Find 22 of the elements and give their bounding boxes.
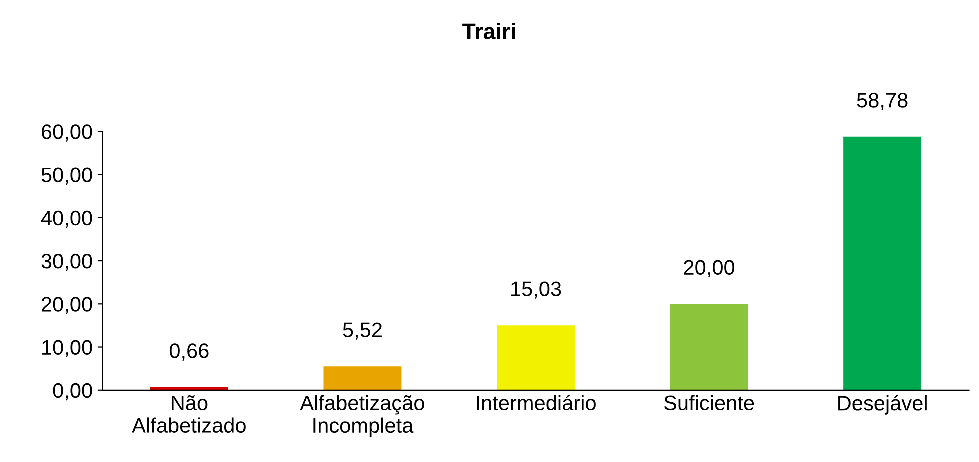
x-tick-label: Suficiente xyxy=(664,395,754,411)
x-tick-label: Intermediário xyxy=(477,395,596,411)
bar xyxy=(497,326,575,390)
data-label: 20,00 xyxy=(684,260,735,278)
data-label: 58,78 xyxy=(857,93,908,110)
bar xyxy=(670,304,748,390)
x-tick-label: Desejável xyxy=(838,395,927,415)
y-tick-label: 0,00 xyxy=(53,383,92,401)
x-tick-label: Alfabetização Incompleta xyxy=(300,395,424,438)
y-tick-label: 50,00 xyxy=(42,168,92,186)
y-tick-label: 60,00 xyxy=(42,124,92,142)
bar xyxy=(844,136,922,390)
y-tick-label: 30,00 xyxy=(42,254,92,272)
y-tick-label: 10,00 xyxy=(42,340,92,358)
y-tick-label: 20,00 xyxy=(42,297,92,314)
bar xyxy=(324,366,402,390)
x-tick-label: Não Alfabetizado xyxy=(132,395,246,433)
y-tick-label: 40,00 xyxy=(41,210,92,228)
data-label: 5,52 xyxy=(343,322,382,340)
chart-title: Trairi xyxy=(462,23,516,40)
data-label: 15,03 xyxy=(512,282,562,299)
data-label: 0,66 xyxy=(170,344,209,361)
